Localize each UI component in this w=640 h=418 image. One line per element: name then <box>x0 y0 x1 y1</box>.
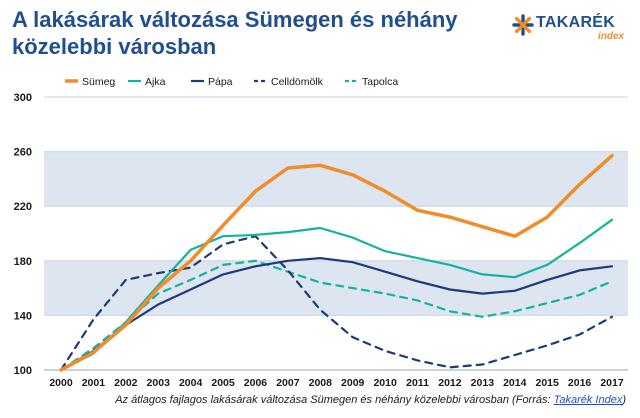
legend-label: Sümeg <box>82 76 115 88</box>
x-tick-label: 2013 <box>471 377 495 389</box>
series-line-pápa <box>59 257 614 372</box>
legend-label: Pápa <box>208 76 233 88</box>
x-tick-label: 2002 <box>114 377 138 389</box>
x-tick-label: 2010 <box>373 377 397 389</box>
x-tick-label: 2014 <box>503 377 527 389</box>
chart-caption: Az átlagos fajlagos lakásárak változása … <box>115 394 626 406</box>
logo-sub: index <box>598 31 625 42</box>
caption-end: ) <box>622 394 626 406</box>
x-tick-label: 2011 <box>406 377 429 389</box>
series-line-ajka <box>59 218 614 372</box>
grid-band <box>44 260 628 316</box>
x-tick-label: 2000 <box>49 377 73 389</box>
x-tick-label: 2003 <box>147 377 171 389</box>
x-tick-label: 2017 <box>600 377 624 389</box>
y-tick-label: 140 <box>14 310 32 322</box>
caption-text: Az átlagos fajlagos lakásárak változása … <box>115 394 554 406</box>
logo-mark-icon <box>512 14 534 36</box>
chart-title: A lakásárak változása Sümegen és néhány … <box>12 7 458 59</box>
grid-band <box>44 151 628 207</box>
series-line-tapolca <box>59 259 614 372</box>
source-link[interactable]: Takarék Index <box>553 394 623 406</box>
legend-label: Ajka <box>145 76 166 88</box>
x-tick-label: 2009 <box>341 377 365 389</box>
series-line-celldömölk <box>59 235 614 372</box>
takarek-index-logo: TAKARÉK index <box>512 10 630 46</box>
y-tick-label: 300 <box>14 92 32 104</box>
legend-label: Celldömölk <box>271 76 324 88</box>
x-tick-label: 2007 <box>276 377 300 389</box>
legend-label: Tapolca <box>362 76 398 88</box>
logo-word: TAKARÉK <box>536 14 616 31</box>
x-tick-label: 2004 <box>179 377 203 389</box>
x-tick-label: 2001 <box>82 377 106 389</box>
y-tick-label: 220 <box>14 201 32 213</box>
x-tick-label: 2005 <box>211 377 235 389</box>
y-tick-label: 180 <box>14 256 32 268</box>
x-tick-label: 2008 <box>309 377 333 389</box>
x-tick-label: 2012 <box>438 377 462 389</box>
y-tick-label: 260 <box>14 147 32 159</box>
series-line-sümeg <box>59 153 614 372</box>
x-tick-label: 2015 <box>535 377 559 389</box>
x-tick-label: 2016 <box>568 377 592 389</box>
x-tick-label: 2006 <box>244 377 268 389</box>
y-tick-label: 100 <box>14 365 32 377</box>
